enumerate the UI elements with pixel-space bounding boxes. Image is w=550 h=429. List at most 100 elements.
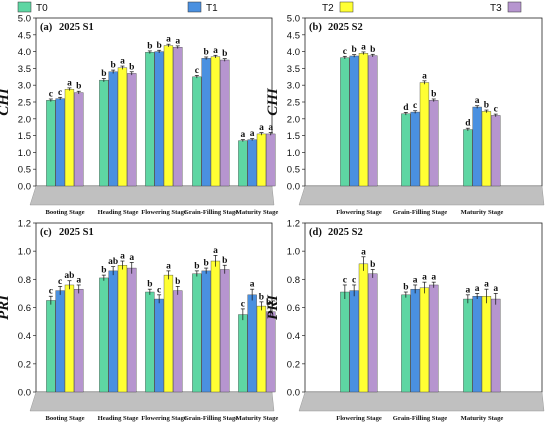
y-tick-label: 3.5 bbox=[18, 64, 31, 75]
significance-letter: b bbox=[204, 47, 209, 57]
y-tick-label: 1.5 bbox=[287, 131, 300, 142]
bar-t2 bbox=[481, 296, 492, 393]
bar-t3 bbox=[491, 298, 501, 393]
bar-t1 bbox=[108, 71, 118, 187]
bar-t3 bbox=[220, 59, 230, 187]
significance-letter: b bbox=[101, 69, 106, 79]
legend-swatch-t2 bbox=[339, 1, 354, 13]
bar-t3 bbox=[127, 267, 137, 393]
significance-letter: a bbox=[475, 284, 480, 294]
significance-letter: b bbox=[129, 62, 134, 72]
bar-t0 bbox=[99, 277, 109, 393]
legend-label-t0: T0 bbox=[36, 3, 48, 14]
significance-letter: a bbox=[493, 284, 498, 294]
significance-letter: b bbox=[259, 292, 264, 302]
significance-letter: b bbox=[204, 259, 209, 269]
bar-t2 bbox=[64, 89, 75, 187]
bar-t3 bbox=[266, 311, 276, 393]
y-tick-label: 4.0 bbox=[18, 47, 31, 58]
y-tick-label: 0.2 bbox=[18, 359, 31, 370]
y-tick-label: 4.5 bbox=[287, 30, 300, 41]
bar-t1 bbox=[410, 111, 420, 187]
significance-letter: bc bbox=[266, 298, 276, 308]
bar-t0 bbox=[46, 100, 56, 187]
y-tick-label: 0.0 bbox=[287, 388, 300, 399]
significance-letter: a bbox=[361, 42, 366, 52]
panel-title: 2025 S1 bbox=[59, 22, 94, 33]
bar-t1 bbox=[247, 294, 257, 393]
plot-floor bbox=[29, 391, 275, 412]
legend-swatch-t0 bbox=[17, 1, 32, 13]
significance-letter: c bbox=[494, 105, 498, 115]
bar-t3 bbox=[220, 269, 230, 393]
significance-letter: b bbox=[194, 261, 199, 271]
plot-floor bbox=[298, 185, 545, 206]
bar-t2 bbox=[163, 45, 174, 187]
bar-t1 bbox=[154, 298, 164, 393]
bar-t0 bbox=[192, 76, 202, 187]
bar-t2 bbox=[256, 133, 267, 187]
y-tick-label: 5.0 bbox=[18, 14, 31, 25]
significance-letter: a bbox=[166, 261, 171, 271]
y-tick-label: 1.0 bbox=[18, 148, 31, 159]
bar-t2 bbox=[117, 265, 128, 393]
significance-letter: a bbox=[268, 123, 273, 133]
significance-letter: b bbox=[403, 283, 408, 293]
y-tick-label: 0.0 bbox=[18, 388, 31, 399]
y-tick-label: 0.0 bbox=[18, 182, 31, 193]
significance-letter: c bbox=[157, 285, 161, 295]
y-tick-label: 0.2 bbox=[287, 359, 300, 370]
legend-swatch-t3 bbox=[507, 1, 522, 13]
bar-t0 bbox=[192, 273, 202, 393]
panel-title: 2025 S1 bbox=[59, 227, 94, 238]
y-tick-label: 0.6 bbox=[287, 303, 300, 314]
y-tick-label: 1.5 bbox=[18, 131, 31, 142]
significance-letter: c bbox=[49, 287, 53, 297]
panel-tag: (c) bbox=[40, 227, 52, 238]
y-tick-label: 5.0 bbox=[287, 14, 300, 25]
significance-letter: c bbox=[241, 299, 245, 309]
significance-letter: b bbox=[101, 266, 106, 276]
bar-t3 bbox=[74, 92, 84, 187]
significance-letter: b bbox=[222, 49, 227, 59]
category-label: Booting Stage bbox=[45, 415, 84, 422]
category-label: Booting Stage bbox=[45, 209, 84, 216]
bar-t1 bbox=[55, 290, 65, 393]
bar-t2 bbox=[419, 287, 430, 393]
bar-t1 bbox=[108, 270, 118, 393]
significance-letter: a bbox=[213, 46, 218, 56]
y-tick-label: 0.4 bbox=[287, 331, 300, 342]
y-tick-label: 0.0 bbox=[287, 182, 300, 193]
category-label: Heading Stage bbox=[98, 209, 139, 216]
bar-t0 bbox=[238, 314, 248, 393]
bar-t0 bbox=[46, 300, 56, 393]
legend-swatch-t1 bbox=[187, 1, 202, 13]
significance-letter: c bbox=[49, 89, 53, 99]
bar-t1 bbox=[472, 106, 482, 187]
significance-letter: d bbox=[403, 103, 409, 113]
significance-letter: a bbox=[166, 35, 171, 45]
category-label: Grain-Filling Stage bbox=[393, 415, 447, 422]
bar-t1 bbox=[201, 270, 211, 393]
panel-title: 2025 S2 bbox=[328, 227, 363, 238]
significance-letter: c bbox=[58, 277, 62, 287]
bar-t2 bbox=[163, 274, 174, 393]
y-tick-label: 0.4 bbox=[18, 331, 31, 342]
y-axis-label: PRI bbox=[265, 294, 281, 320]
significance-letter: c bbox=[343, 47, 347, 57]
category-label: Flowering Stage bbox=[141, 209, 187, 216]
bar-t2 bbox=[210, 56, 221, 187]
bar-t1 bbox=[154, 51, 164, 187]
bar-t3 bbox=[368, 55, 378, 187]
significance-letter: a bbox=[465, 285, 470, 295]
significance-letter: b bbox=[222, 256, 227, 266]
significance-letter: a bbox=[240, 130, 245, 140]
significance-letter: a bbox=[67, 78, 72, 88]
significance-letter: ab bbox=[108, 257, 118, 267]
category-label: Grain-Filling Stage bbox=[393, 209, 447, 216]
bar-t3 bbox=[429, 100, 439, 187]
bar-t2 bbox=[64, 284, 75, 393]
significance-letter: a bbox=[259, 123, 264, 133]
legend-label-t1: T1 bbox=[206, 3, 218, 14]
